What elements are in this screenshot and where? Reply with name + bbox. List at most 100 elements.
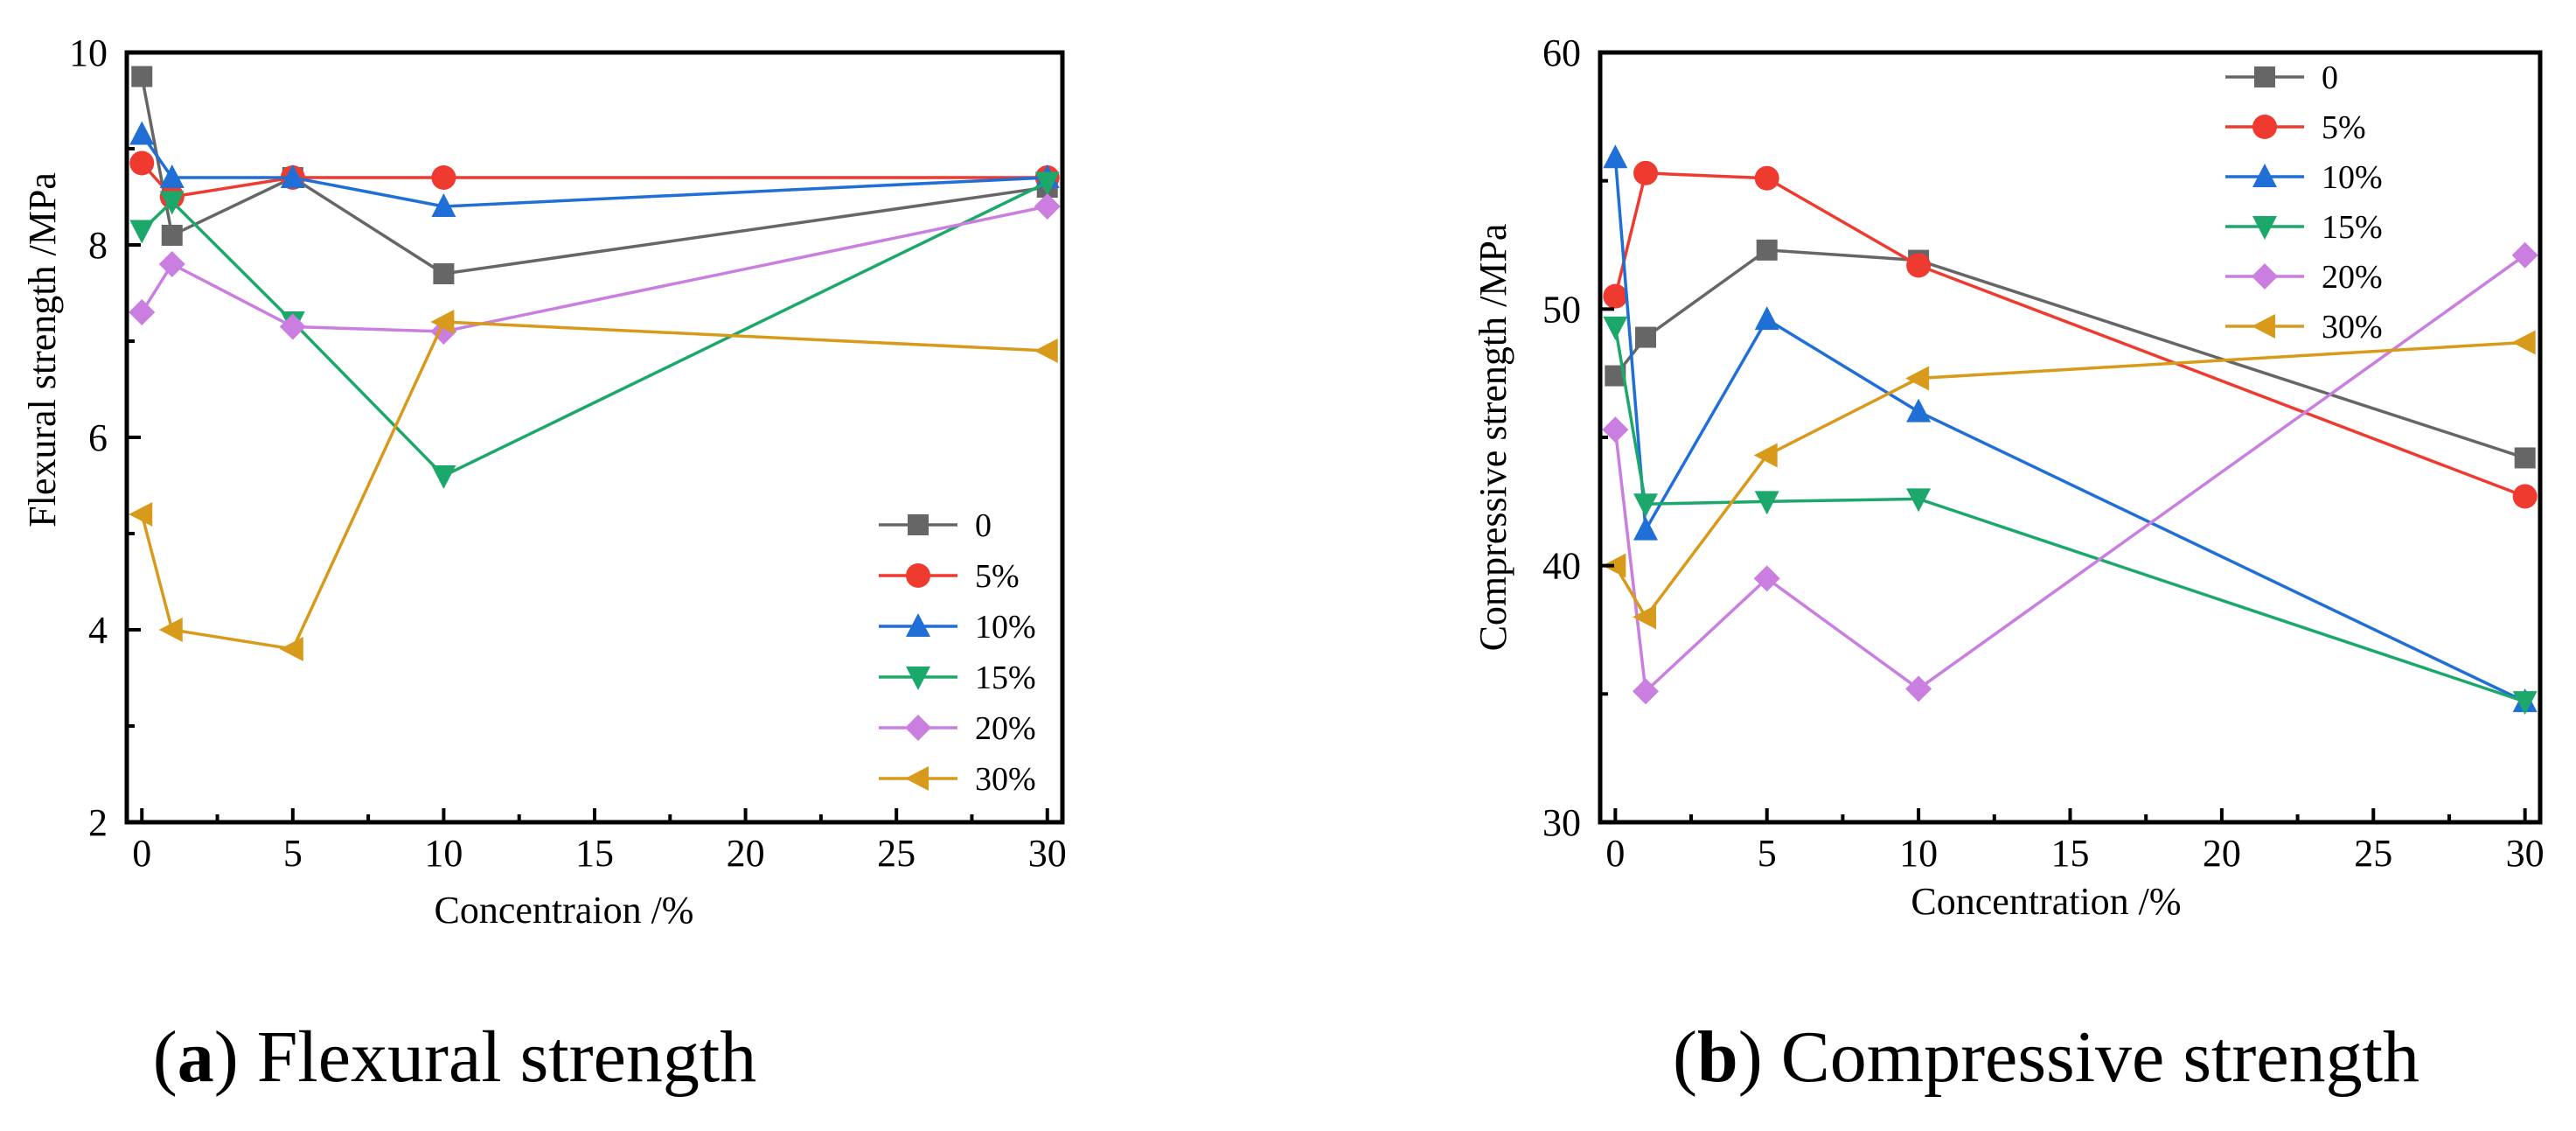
data-point [1756, 239, 1778, 261]
y-axis-title: Flexural strength /MPa [21, 172, 64, 527]
legend-label: 20% [975, 710, 1036, 747]
caption-b-letter: b [1697, 1016, 1738, 1098]
series-line-5 [1613, 340, 2525, 620]
series-layer [1602, 144, 2538, 716]
legend-marker [906, 613, 930, 637]
x-tick-label: 0 [132, 832, 151, 875]
legend-label: 15% [975, 660, 1036, 696]
legend: 0 5% 10% 15% 20% 30% [879, 507, 1036, 798]
legend-label: 20% [2322, 259, 2383, 296]
legend-label: 30% [2322, 309, 2383, 346]
x-tick-label: 5 [283, 832, 303, 875]
series-line-1 [1613, 171, 2526, 499]
data-point [1753, 565, 1780, 592]
series-line-0 [140, 76, 1048, 276]
data-point [129, 502, 153, 527]
panel-b-compressive-strength: 0 5 10 15 20 25 30 30 40 50 60 0 5% 10% 15% 20% 30% Con… [1472, 31, 2545, 923]
data-point [1034, 339, 1058, 363]
legend-label: 0 [2322, 59, 2338, 96]
caption-a-letter: a [177, 1016, 214, 1098]
data-point [1906, 398, 1932, 422]
data-point [129, 150, 155, 176]
y-tick-label: 60 [1542, 31, 1581, 74]
legend-label: 30% [975, 761, 1036, 798]
x-tick-label: 30 [1028, 832, 1067, 875]
legend-marker [906, 667, 930, 690]
data-point [129, 299, 156, 325]
data-point [1754, 165, 1779, 191]
data-point [1603, 144, 1628, 169]
x-tick-label: 30 [2506, 832, 2545, 875]
legend-label: 10% [2322, 159, 2383, 196]
x-tick-label: 20 [727, 832, 765, 875]
caption-b: (b) Compressive strength [1673, 1016, 2419, 1098]
data-point [279, 313, 306, 340]
caption-a-text: Flexural strength [256, 1016, 757, 1098]
plot-frame [124, 50, 1065, 825]
data-point [431, 193, 456, 217]
data-point [1754, 306, 1779, 331]
data-point [1633, 678, 1660, 705]
data-point [1753, 443, 1778, 468]
data-point [279, 637, 303, 661]
data-point [433, 263, 455, 284]
data-point [129, 220, 155, 244]
legend-marker [2252, 115, 2277, 139]
x-tick-label: 25 [877, 832, 916, 875]
legend-marker [2252, 164, 2277, 187]
data-point [1633, 604, 1657, 630]
legend-marker [905, 715, 931, 741]
data-point [1633, 493, 1659, 518]
legend-label: 5% [2322, 109, 2366, 146]
data-point [280, 164, 305, 188]
series-line-5 [140, 320, 1048, 651]
x-tick-label: 15 [575, 832, 614, 875]
legend-marker [906, 563, 930, 588]
data-point [1602, 416, 1629, 443]
series-line-2 [1613, 157, 2526, 703]
data-point [1603, 283, 1628, 309]
data-point [129, 121, 155, 145]
legend-marker [2254, 66, 2275, 87]
data-point [1905, 675, 1932, 702]
tick-layer: 0 5 10 15 20 25 30 30 40 50 60 [1542, 31, 2545, 875]
y-tick-label: 30 [1542, 801, 1581, 844]
x-tick-label: 0 [1605, 832, 1625, 875]
data-point [1633, 516, 1659, 541]
data-point [1034, 193, 1061, 220]
y-tick-label: 10 [69, 31, 108, 74]
y-tick-label: 6 [88, 416, 108, 459]
data-point [431, 165, 456, 190]
tick-layer: 0 5 10 15 20 25 30 2 4 6 8 10 [69, 31, 1067, 875]
x-tick-label: 10 [424, 832, 463, 875]
y-tick-label: 8 [88, 224, 108, 267]
y-tick-label: 50 [1542, 288, 1581, 331]
legend-label: 15% [2322, 209, 2383, 246]
data-point [1603, 316, 1628, 340]
data-point [131, 66, 153, 87]
data-point [159, 191, 184, 215]
data-point [1906, 253, 1932, 278]
legend-marker [2252, 314, 2275, 339]
caption-a: (a) Flexural strength [152, 1016, 757, 1098]
y-axis-title: Compressive strength /MPa [1472, 224, 1514, 652]
data-point [1754, 491, 1779, 515]
legend-label: 0 [975, 507, 992, 544]
data-point [1034, 171, 1060, 196]
series-line-3 [1613, 326, 2526, 703]
series-layer [129, 66, 1061, 661]
legend-marker [2252, 263, 2278, 290]
data-point [2512, 691, 2538, 716]
panel-a-flexural-strength: 0 5 10 15 20 25 30 2 4 6 8 10 0 5% 10% 15% 20% 30% Conce… [21, 31, 1067, 932]
data-point [430, 310, 455, 334]
data-point [2512, 484, 2538, 509]
x-axis-title: Concentraion /% [435, 889, 694, 932]
data-point [158, 251, 185, 277]
data-point [159, 164, 184, 188]
x-axis-title: Concentration /% [1911, 880, 2181, 923]
legend-marker [2252, 216, 2277, 240]
plot-frame [1598, 50, 2543, 825]
legend-label: 10% [975, 609, 1036, 646]
data-point [2511, 241, 2538, 269]
